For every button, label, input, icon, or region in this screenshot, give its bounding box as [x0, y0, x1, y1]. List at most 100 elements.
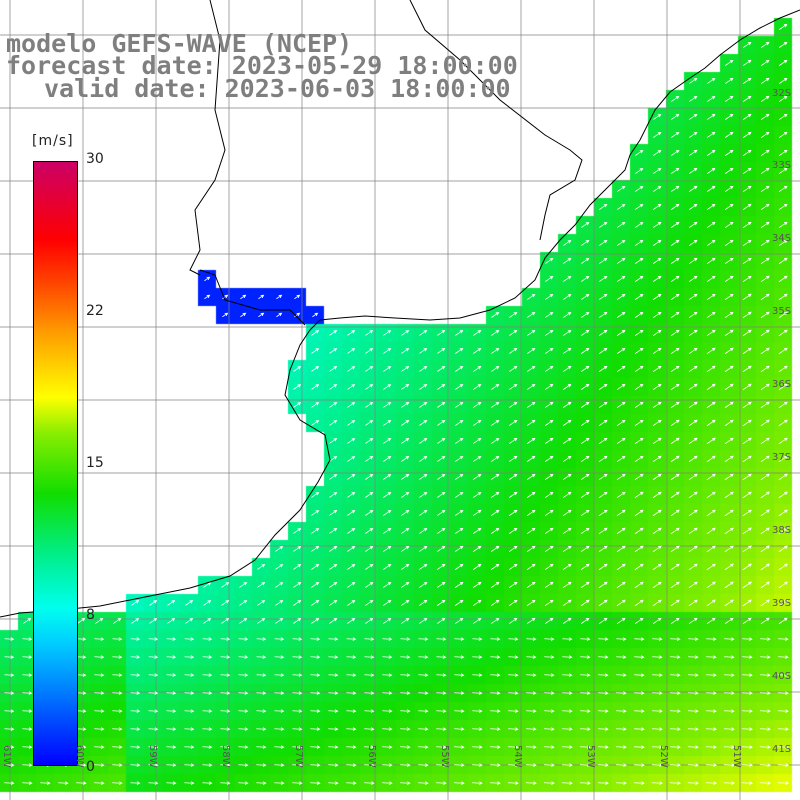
wind-arrow — [257, 600, 266, 606]
wind-arrow — [508, 781, 519, 785]
wind-arrow — [418, 745, 429, 749]
wind-arrow — [329, 528, 338, 534]
wind-arrow — [652, 617, 662, 625]
wind-arrow — [472, 727, 483, 731]
wind-arrow — [724, 113, 734, 120]
wind-arrow — [778, 473, 788, 481]
wind-arrow — [418, 655, 429, 659]
wind-arrow — [311, 510, 320, 516]
wind-arrow — [347, 438, 356, 444]
wind-arrow — [274, 763, 285, 767]
wind-arrow — [166, 709, 177, 713]
wind-arrow — [292, 709, 303, 713]
wind-arrow — [742, 563, 752, 571]
wind-arrow — [328, 781, 339, 785]
wind-arrow — [401, 509, 410, 516]
wind-arrow — [527, 329, 536, 336]
wind-arrow — [401, 527, 410, 534]
wind-arrow — [185, 618, 194, 624]
wind-arrow — [598, 401, 608, 408]
wind-arrow — [706, 149, 716, 156]
wind-arrow — [436, 727, 447, 731]
colorbar-label-22: 22 — [86, 303, 104, 319]
wind-arrow — [777, 745, 789, 749]
wind-arrow — [724, 167, 734, 174]
wind-arrow — [526, 655, 537, 659]
wind-arrow — [669, 745, 681, 749]
wind-arrow — [401, 366, 410, 372]
wind-arrow — [256, 655, 267, 659]
wind-arrow — [419, 617, 428, 624]
wind-arrow — [705, 745, 717, 749]
wind-arrow — [724, 329, 734, 337]
wind-arrow — [563, 257, 572, 264]
wind-arrow — [724, 95, 734, 102]
wind-arrow — [383, 545, 392, 552]
wind-arrow — [94, 763, 105, 767]
wind-arrow — [671, 113, 680, 120]
wind-arrow — [508, 709, 519, 713]
wind-arrow — [95, 618, 104, 624]
wind-arrow — [706, 329, 716, 337]
wind-arrow — [238, 709, 249, 713]
wind-arrow — [580, 637, 591, 641]
wind-arrow — [544, 763, 555, 767]
wind-arrow — [759, 691, 771, 695]
wind-arrow — [670, 257, 680, 264]
wind-arrow — [760, 437, 770, 445]
wind-arrow — [491, 330, 500, 336]
wind-arrow — [202, 763, 213, 767]
wind-arrow — [706, 637, 717, 641]
wind-arrow — [472, 491, 482, 498]
wind-arrow — [706, 221, 716, 228]
wind-arrow — [347, 564, 356, 570]
wind-arrow — [202, 673, 213, 677]
wind-arrow — [4, 745, 15, 749]
wind-arrow — [562, 509, 572, 517]
wind-arrow — [418, 581, 428, 588]
wind-arrow — [634, 275, 644, 282]
wind-arrow — [742, 77, 752, 84]
wind-arrow — [329, 384, 338, 390]
wind-arrow — [202, 655, 213, 659]
wind-arrow — [22, 763, 33, 767]
wind-arrow — [311, 402, 320, 408]
wind-arrow — [472, 763, 483, 767]
wind-arrow — [598, 527, 608, 535]
wind-arrow — [184, 763, 195, 767]
wind-arrow — [490, 637, 501, 641]
wind-arrow — [4, 691, 15, 695]
wind-arrow — [437, 455, 446, 462]
wind-arrow — [778, 113, 788, 120]
wind-arrow — [545, 329, 554, 336]
wind-arrow — [328, 745, 339, 749]
wind-arrow — [652, 691, 663, 695]
wind-arrow — [311, 600, 320, 606]
wind-arrow — [401, 581, 410, 588]
wind-arrow — [346, 745, 357, 749]
wind-arrow — [688, 637, 699, 641]
wind-arrow — [328, 709, 339, 713]
wind-arrow — [328, 637, 339, 641]
wind-arrow — [652, 365, 662, 373]
wind-arrow — [365, 384, 374, 390]
wind-arrow — [615, 781, 627, 785]
wind-arrow — [347, 599, 356, 606]
wind-arrow — [778, 365, 788, 373]
wind-arrow — [148, 637, 159, 641]
wind-arrow — [634, 599, 644, 607]
wind-arrow — [724, 311, 734, 319]
wind-arrow — [634, 329, 644, 336]
wind-arrow — [274, 655, 285, 659]
wind-arrow — [311, 582, 320, 588]
wind-arrow — [634, 437, 644, 445]
wind-arrow — [329, 438, 338, 444]
latitude-label: 36S — [772, 379, 792, 390]
wind-arrow — [742, 185, 752, 192]
wind-arrow — [436, 691, 447, 695]
wind-arrow — [778, 41, 788, 48]
country-border — [189, 0, 583, 276]
wind-arrow — [670, 419, 680, 427]
wind-arrow — [292, 781, 303, 785]
wind-arrow — [238, 637, 249, 641]
